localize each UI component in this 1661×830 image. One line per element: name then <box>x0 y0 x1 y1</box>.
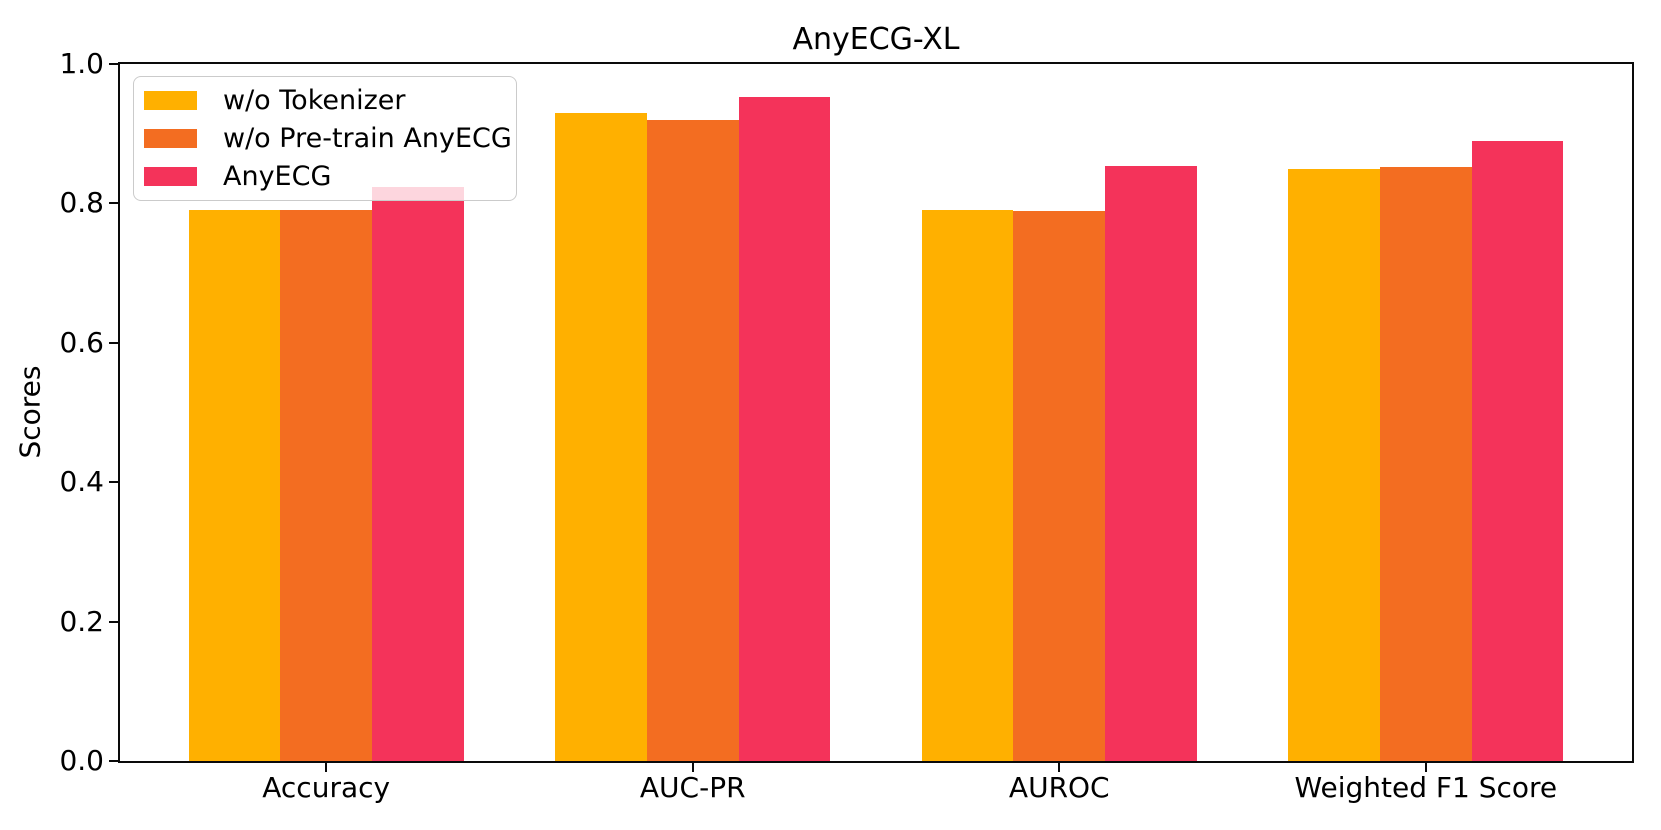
legend-item-0: w/o Tokenizer <box>144 82 506 119</box>
x-tick-mark <box>325 761 328 772</box>
y-tick-mark <box>109 760 120 762</box>
y-tick-mark <box>109 481 120 484</box>
bar-auc-pr-series-1 <box>646 120 739 761</box>
y-tick-label: 1.0 <box>59 47 104 80</box>
legend-swatch-icon <box>144 91 197 111</box>
legend-item-2: AnyECG <box>144 158 506 195</box>
legend-label: w/o Pre-train AnyECG <box>223 122 512 154</box>
plot-area: w/o Tokenizer w/o Pre-train AnyECG AnyECG <box>118 62 1634 763</box>
y-tick-label: 0.6 <box>59 325 104 359</box>
bar-weighted-f1-score-series-0 <box>1288 169 1380 761</box>
y-tick-mark <box>109 63 120 65</box>
chart-title: AnyECG-XL <box>792 22 960 57</box>
bar-accuracy-series-1 <box>280 209 372 761</box>
x-tick-label-auroc: AUROC <box>1008 771 1110 804</box>
y-axis-label: Scores <box>13 365 47 459</box>
y-tick-label: 0.0 <box>59 744 104 777</box>
x-tick-label-auc-pr: AUC-PR <box>639 771 746 804</box>
bar-accuracy-series-0 <box>188 210 281 761</box>
y-tick-mark <box>109 341 120 344</box>
legend-label: w/o Tokenizer <box>223 85 406 117</box>
bar-weighted-f1-score-series-2 <box>1471 141 1564 761</box>
y-tick-mark <box>109 620 120 623</box>
legend-item-1: w/o Pre-train AnyECG <box>144 120 512 157</box>
y-tick-label: 0.8 <box>59 186 104 220</box>
bar-auroc-series-2 <box>1105 166 1197 761</box>
x-tick-mark <box>691 761 694 772</box>
x-tick-mark <box>1424 761 1427 772</box>
y-tick-label: 0.2 <box>59 604 104 638</box>
bar-accuracy-series-2 <box>372 187 464 761</box>
legend-swatch-icon <box>144 128 197 148</box>
legend-swatch-icon <box>144 166 197 186</box>
bar-weighted-f1-score-series-1 <box>1380 167 1472 761</box>
bar-auc-pr-series-0 <box>555 112 647 761</box>
x-tick-label-accuracy: Accuracy <box>262 771 391 804</box>
legend-label: AnyECG <box>223 160 332 192</box>
y-tick-mark <box>109 202 120 205</box>
bar-auroc-series-0 <box>921 210 1014 761</box>
bar-auc-pr-series-2 <box>738 97 831 761</box>
legend: w/o Tokenizer w/o Pre-train AnyECG AnyECG <box>133 76 517 201</box>
bar-auroc-series-1 <box>1013 211 1106 761</box>
x-tick-mark <box>1058 761 1061 772</box>
x-tick-label-weighted-f1-score: Weighted F1 Score <box>1294 771 1558 804</box>
y-tick-label: 0.4 <box>59 465 104 499</box>
